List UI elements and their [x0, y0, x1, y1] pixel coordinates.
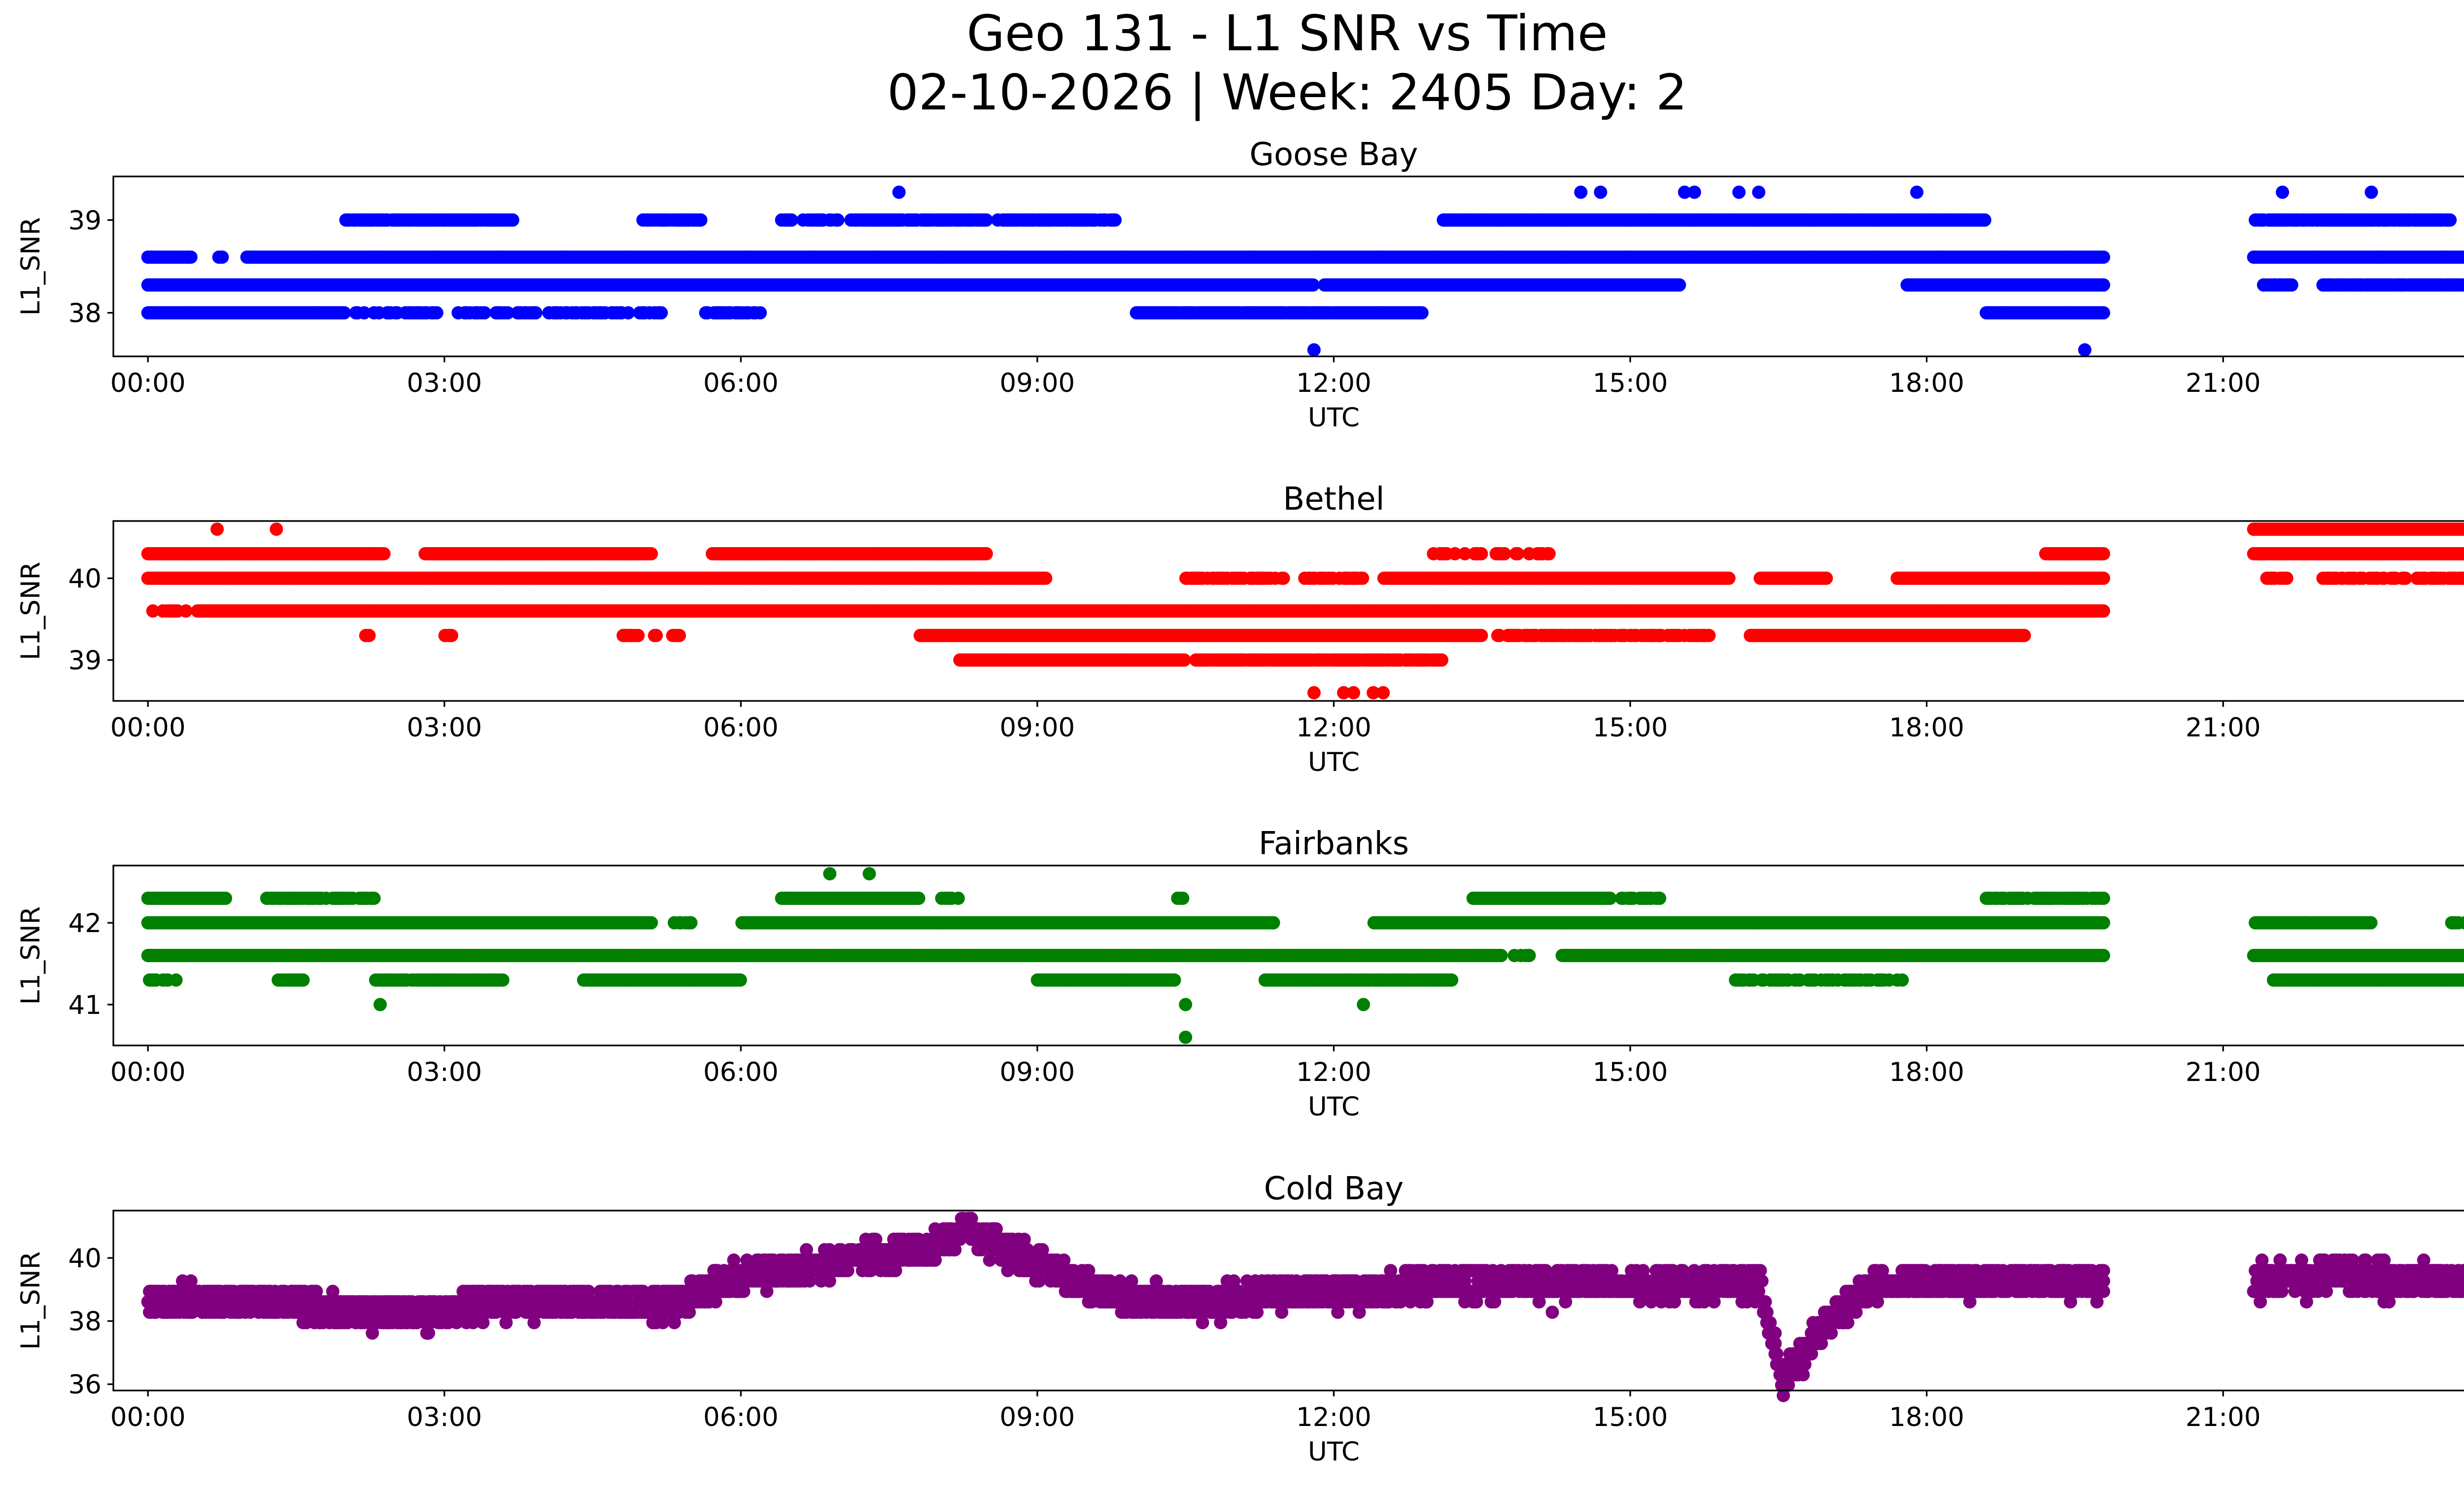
y-tick-label: 39 [68, 206, 102, 236]
data-point [980, 547, 993, 560]
data-point [2285, 278, 2298, 292]
data-points [141, 522, 2464, 699]
data-point [621, 306, 635, 319]
data-point [1732, 186, 1745, 199]
data-point [2276, 186, 2289, 199]
subplot-title: Goose Bay [1250, 137, 1418, 173]
x-tick-label: 00:00 [110, 368, 186, 398]
data-point [694, 213, 708, 227]
data-point [215, 250, 229, 264]
data-point [1910, 186, 1923, 199]
data-point [2365, 186, 2378, 199]
data-point [785, 213, 798, 227]
data-point [529, 306, 543, 319]
data-point [1475, 547, 1488, 560]
figure: Geo 131 - L1 SNR vs Time 02-10-2026 | We… [0, 0, 2464, 1495]
data-point [1978, 213, 1991, 227]
data-point [831, 213, 845, 227]
y-tick-label: 38 [68, 299, 102, 329]
data-point [2097, 278, 2110, 292]
x-tick-label: 15:00 [1593, 368, 1668, 398]
data-points [141, 186, 2464, 357]
data-point [1511, 547, 1524, 560]
x-tick-label: 03:00 [407, 368, 482, 398]
data-point [377, 547, 391, 560]
data-point [654, 306, 668, 319]
data-point [338, 306, 351, 319]
subplot-goose-bay: Goose Bay 00:00 03:00 06:00 09:00 12:00 15:00 1… [16, 137, 2464, 433]
data-point [506, 213, 519, 227]
data-point [753, 306, 767, 319]
data-point [1752, 186, 1765, 199]
data-point [1688, 186, 1701, 199]
data-point [430, 306, 444, 319]
data-point [2097, 547, 2110, 560]
x-tick-label: 12:00 [1296, 368, 1371, 398]
data-point [1498, 547, 1511, 560]
data-point [980, 213, 993, 227]
data-point [1673, 278, 1686, 292]
data-point [2097, 306, 2110, 319]
data-point [1415, 306, 1429, 319]
data-point [2097, 250, 2110, 264]
data-point [2078, 343, 2091, 356]
y-axis-label: L1_SNR [16, 217, 46, 316]
subplot-title: Bethel [1283, 481, 1384, 518]
figure-title-line2: 02-10-2026 | Week: 2405 Day: 2 [887, 64, 1687, 121]
data-point [1542, 547, 1556, 560]
x-tick-label: 06:00 [703, 368, 779, 398]
data-point [1307, 343, 1321, 356]
data-point [1306, 278, 1320, 292]
data-point [1108, 213, 1122, 227]
data-point [184, 250, 198, 264]
x-tick-label: 18:00 [1889, 368, 1964, 398]
data-point [2443, 213, 2457, 227]
data-point [892, 186, 906, 199]
x-tick-label: 21:00 [2186, 368, 2261, 398]
x-axis-label: UTC [1308, 403, 1360, 433]
data-point [1594, 186, 1607, 199]
data-point [478, 306, 491, 319]
plot-frame [113, 176, 2464, 356]
data-point [645, 547, 658, 560]
data-point [1574, 186, 1587, 199]
figure-title-line1: Geo 131 - L1 SNR vs Time [967, 4, 1608, 62]
x-tick-label: 09:00 [1000, 368, 1075, 398]
